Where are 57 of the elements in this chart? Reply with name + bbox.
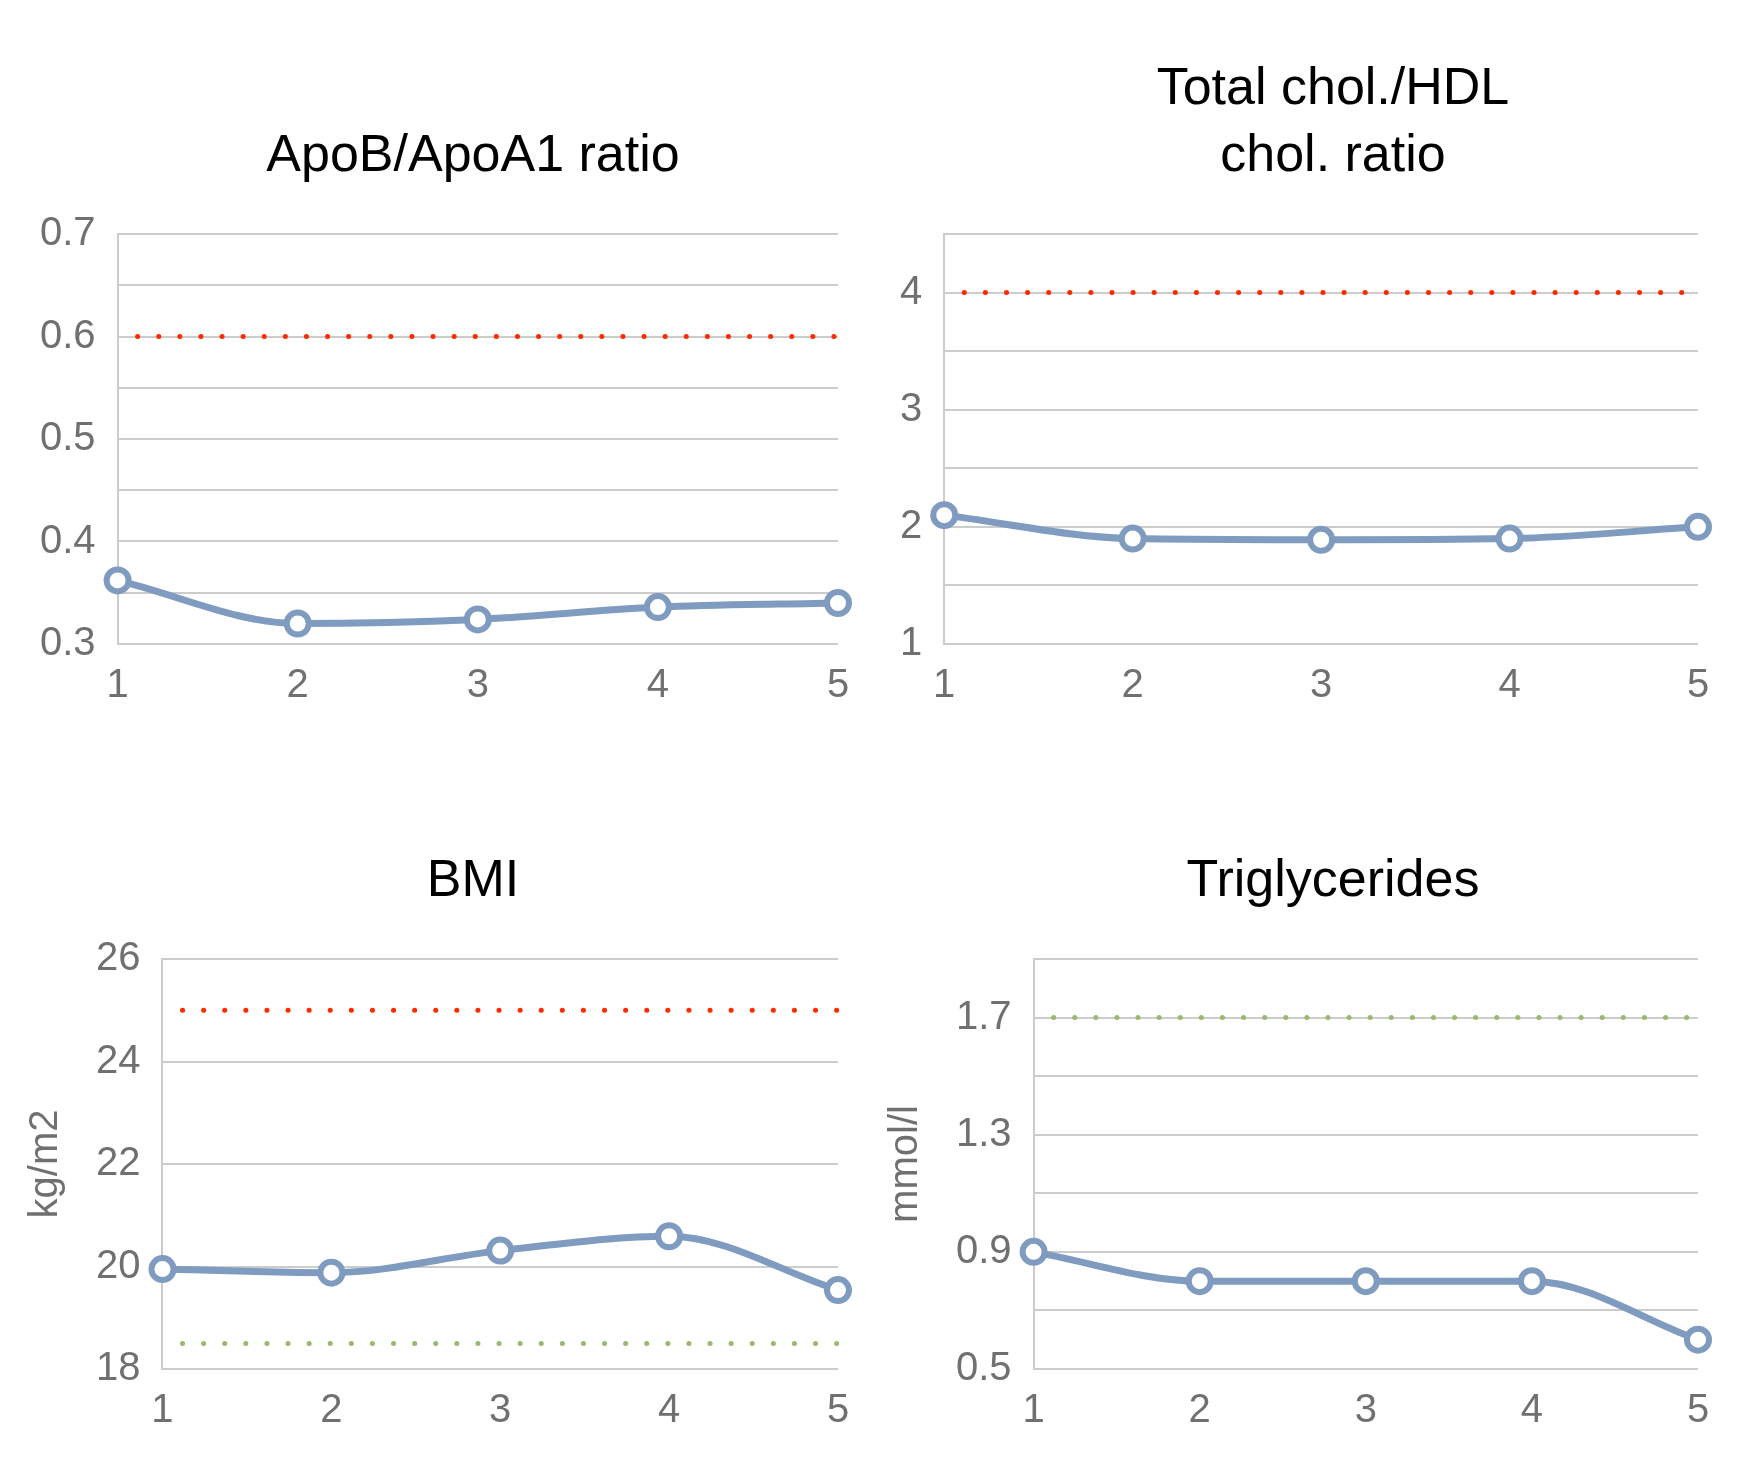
- x-tick-label: 3: [466, 661, 489, 706]
- x-tick-label: 2: [286, 661, 309, 706]
- y-tick-label: 4: [900, 267, 923, 312]
- y-tick-label: 3: [900, 384, 923, 429]
- y-tick-label: 0.5: [40, 414, 96, 459]
- point: [1684, 1325, 1712, 1354]
- x-tick-label: 4: [1520, 1386, 1544, 1431]
- point: [1185, 1267, 1214, 1296]
- x-tick-label: 3: [1310, 661, 1333, 706]
- chart-title: Total chol./HDL chol. ratio: [1155, 55, 1511, 185]
- x-tick-label: 2: [320, 1386, 343, 1431]
- y-tick-label: 0.9: [956, 1226, 1012, 1271]
- y-tick-label: 1: [900, 619, 923, 664]
- point: [486, 1236, 515, 1265]
- y-tick-label: 1.3: [956, 1109, 1012, 1154]
- x-tick-label: 4: [658, 1386, 681, 1431]
- x-tick-label: 2: [1188, 1386, 1211, 1431]
- x-tick-label: 2: [1121, 661, 1144, 706]
- x-tick-label: 1: [151, 1386, 174, 1431]
- y-tick-label: 24: [95, 1036, 141, 1081]
- y-tick-label: 18: [95, 1344, 141, 1389]
- y-axis-title: mmol/l: [881, 1105, 926, 1223]
- point: [463, 605, 492, 634]
- y-tick-label: 20: [95, 1241, 141, 1286]
- point: [643, 593, 672, 622]
- chart-title: Triglycerides: [1185, 848, 1481, 910]
- point: [1019, 1237, 1048, 1266]
- x-tick-label: 4: [1498, 661, 1521, 706]
- y-tick-label: 0.6: [40, 311, 96, 356]
- point: [824, 1276, 852, 1305]
- y-tick-label: 0.5: [956, 1344, 1012, 1389]
- x-tick-label: 3: [489, 1386, 512, 1431]
- y-tick-label: 2: [900, 501, 923, 546]
- point: [655, 1222, 684, 1251]
- y-tick-label: 0.7: [40, 209, 96, 254]
- x-tick-label: 3: [1354, 1386, 1377, 1431]
- x-tick-label: 5: [826, 1386, 850, 1431]
- x-tick-label: 1: [1022, 1386, 1045, 1431]
- point: [1351, 1267, 1380, 1296]
- point: [824, 589, 852, 617]
- point: [148, 1255, 177, 1284]
- y-tick-label: 0.4: [40, 516, 96, 561]
- x-tick-label: 5: [826, 661, 850, 706]
- chart-title: ApoB/ApoA1 ratio: [265, 123, 681, 185]
- chart-title: BMI: [425, 848, 521, 910]
- point: [317, 1258, 346, 1287]
- x-tick-label: 5: [1686, 661, 1710, 706]
- point: [103, 566, 132, 595]
- point: [283, 609, 312, 638]
- y-tick-label: 22: [95, 1139, 141, 1184]
- x-tick-label: 5: [1686, 1386, 1710, 1431]
- point: [1517, 1267, 1546, 1296]
- y-axis-title: kg/m2: [21, 1109, 66, 1219]
- y-tick-label: 26: [95, 934, 141, 979]
- y-tick-label: 0.3: [40, 619, 96, 664]
- y-tick-label: 1.7: [956, 992, 1012, 1037]
- x-tick-label: 4: [646, 661, 670, 706]
